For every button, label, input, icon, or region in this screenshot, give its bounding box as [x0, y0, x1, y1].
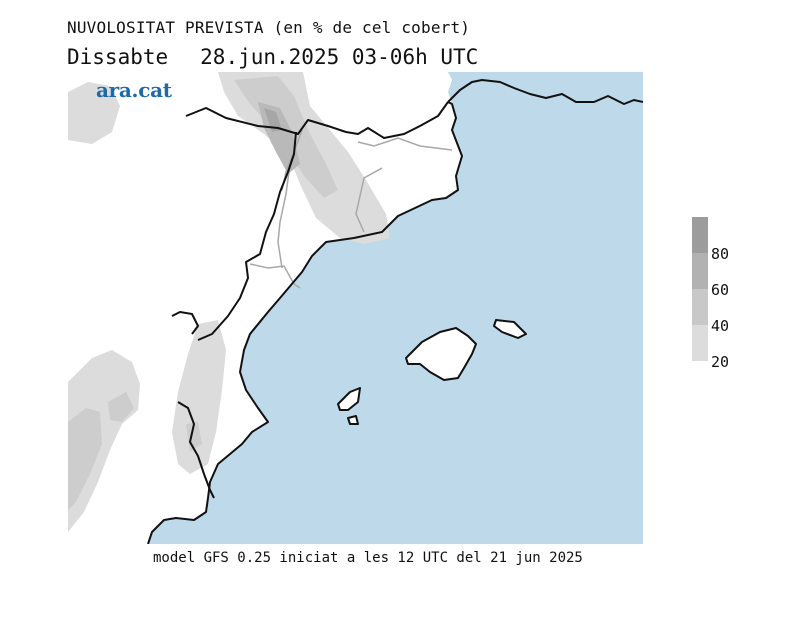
land-boundary — [171, 311, 199, 335]
cloud-area — [186, 422, 202, 452]
cloud-area — [68, 408, 102, 510]
forecast-date: Dissabte 28.jun.2025 03-06h UTC — [67, 45, 478, 69]
border-line — [355, 167, 383, 233]
legend-tick-60: 60 — [711, 281, 730, 299]
model-info: model GFS 0.25 iniciat a les 12 UTC del … — [153, 550, 583, 566]
legend-swatch-80 — [692, 217, 708, 253]
cloud-area — [172, 320, 226, 474]
ara-cat-logo[interactable]: ara.cat — [96, 78, 172, 102]
land-boundary — [177, 401, 215, 499]
legend-swatch-60 — [692, 253, 708, 289]
land-boundary — [197, 131, 297, 341]
island-ibiza — [337, 387, 361, 411]
datetime-label: 28.jun.2025 03-06h UTC — [200, 45, 479, 69]
map-title: NUVOLOSITAT PREVISTA (en % de cel cobert… — [67, 18, 471, 37]
legend-tick-40: 40 — [711, 317, 730, 335]
island-menorca — [493, 319, 527, 339]
cloud-area — [108, 392, 134, 422]
border-line — [249, 263, 301, 289]
cloud-area — [264, 108, 282, 132]
cloud-cover-legend: 80 60 40 20 — [692, 217, 752, 371]
island-mallorca — [405, 327, 477, 381]
island-formentera — [347, 415, 359, 425]
cloud-area — [68, 82, 120, 144]
coast-line — [447, 79, 643, 105]
legend-swatch-40 — [692, 289, 708, 325]
border-line — [277, 163, 291, 269]
cloud-cover-map — [68, 72, 643, 544]
land-boundary — [185, 101, 449, 139]
border-line — [357, 137, 453, 151]
islands — [337, 319, 527, 425]
cloud-cover-layer — [68, 72, 390, 532]
coast-line — [147, 101, 463, 544]
day-label: Dissabte — [67, 45, 169, 69]
legend-swatch-20 — [692, 325, 708, 361]
legend-tick-20: 20 — [711, 353, 730, 371]
coastline — [147, 79, 643, 544]
legend-tick-80: 80 — [711, 245, 730, 263]
